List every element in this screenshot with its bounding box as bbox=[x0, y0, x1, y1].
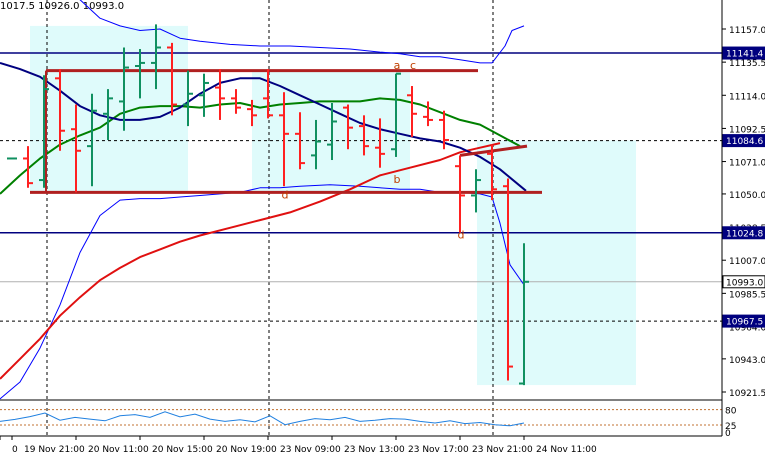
price-box-3 bbox=[722, 275, 765, 289]
price-box-1 bbox=[722, 134, 765, 148]
price-box-2 bbox=[722, 226, 765, 240]
price-box-0 bbox=[722, 46, 765, 60]
price-box-4 bbox=[722, 314, 765, 328]
ohlc-header: 1017.5 10926.0 10993.0 bbox=[0, 1, 125, 12]
channel-line-2 bbox=[459, 144, 528, 157]
time-tick-label-0: 0 bbox=[12, 445, 18, 455]
time-tick-label-8: 23 Nov 21:00 bbox=[472, 445, 533, 455]
price-tick-label-9: 10964.0 bbox=[729, 323, 765, 333]
price-box-label-4: 10967.5 bbox=[726, 318, 763, 328]
time-tick-label-9: 24 Nov 11:00 bbox=[536, 445, 597, 455]
annotation-label-2: d bbox=[282, 189, 289, 202]
time-tick-label-6: 23 Nov 13:00 bbox=[344, 445, 405, 455]
time-tick-label-1: 19 Nov 21:00 bbox=[24, 445, 85, 455]
oscillator-tick-label-2: 0 bbox=[725, 429, 731, 439]
annotation-label-1: c bbox=[410, 59, 416, 72]
indicator-line-3 bbox=[0, 97, 521, 195]
annotation-label-3: b bbox=[394, 173, 401, 186]
annotation-label-4: d bbox=[458, 229, 465, 242]
price-tick-label-5: 11050.0 bbox=[729, 191, 765, 201]
indicator-line-1 bbox=[0, 184, 525, 400]
price-tick-label-3: 11092.5 bbox=[729, 125, 765, 135]
price-tick-label-10: 10943.0 bbox=[729, 356, 765, 366]
price-tick-label-2: 11114.0 bbox=[729, 92, 765, 102]
price-box-label-1: 11084.6 bbox=[726, 137, 763, 147]
time-tick-label-3: 20 Nov 15:00 bbox=[152, 445, 213, 455]
oscillator-tick-label-0: 80 bbox=[725, 407, 737, 417]
price-tick-label-4: 11071.0 bbox=[729, 159, 765, 169]
shade-box-2 bbox=[477, 140, 636, 386]
oscillator-tick-label-1: 25 bbox=[725, 422, 736, 432]
time-tick-label-7: 23 Nov 17:00 bbox=[408, 445, 469, 455]
time-tick-label-2: 20 Nov 11:00 bbox=[88, 445, 149, 455]
oscillator-line bbox=[0, 411, 525, 427]
indicator-line-2 bbox=[0, 142, 501, 380]
indicator-line-4 bbox=[0, 61, 527, 192]
price-tick-label-0: 11157.0 bbox=[729, 26, 765, 36]
price-tick-label-11: 10921.5 bbox=[729, 389, 765, 399]
price-box-label-3: 10993.0 bbox=[726, 278, 763, 288]
time-tick-label-4: 20 Nov 19:00 bbox=[216, 445, 277, 455]
time-tick-label-5: 23 Nov 09:00 bbox=[280, 445, 341, 455]
indicator-line-0 bbox=[79, 0, 525, 64]
price-box-label-0: 11141.4 bbox=[726, 50, 763, 60]
price-box-label-2: 11024.8 bbox=[726, 229, 763, 239]
price-tick-label-8: 10985.5 bbox=[729, 290, 765, 300]
price-tick-label-7: 11007.0 bbox=[729, 257, 765, 267]
annotation-label-0: a bbox=[394, 59, 401, 72]
price-tick-label-1: 11135.5 bbox=[729, 59, 765, 69]
